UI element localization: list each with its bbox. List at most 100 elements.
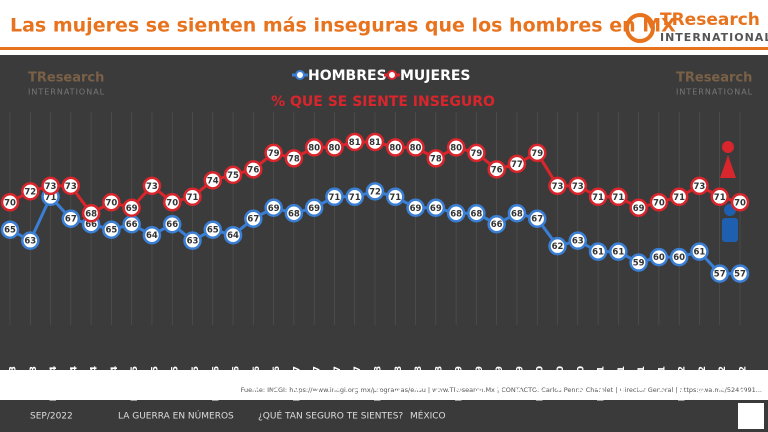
point-marker	[162, 214, 182, 234]
x-tick-label: MAR17	[292, 366, 302, 401]
value-label: 68	[470, 209, 482, 219]
value-label: 72	[369, 187, 381, 197]
x-tick-label: DIC15	[191, 366, 201, 396]
x-tick-label: SEP17	[333, 366, 343, 398]
value-label: 69	[633, 204, 645, 214]
value-label: 73	[572, 182, 584, 192]
value-label: 61	[592, 248, 604, 258]
point-marker	[386, 138, 405, 157]
value-label: 61	[612, 248, 624, 258]
value-label: 79	[268, 149, 280, 159]
value-label: 69	[308, 204, 320, 214]
point-marker	[264, 198, 283, 218]
value-label: 80	[389, 143, 401, 153]
point-marker	[649, 193, 669, 212]
point-marker	[183, 231, 202, 250]
header-rule	[0, 47, 768, 50]
watermark-sub: INTERNATIONAL	[28, 88, 105, 97]
bottom-item: LA GUERRA EN NÚMEROS	[118, 410, 234, 422]
point-marker	[345, 187, 364, 207]
value-label: 78	[288, 154, 300, 164]
point-marker	[41, 176, 60, 196]
point-marker	[223, 225, 243, 245]
x-tick-label: MAR15	[130, 366, 140, 401]
point-marker	[223, 165, 243, 185]
point-marker	[81, 204, 101, 223]
point-marker	[467, 143, 486, 163]
point-marker	[365, 132, 385, 152]
point-marker	[568, 231, 588, 250]
point-marker	[426, 149, 446, 168]
value-label: 71	[349, 193, 361, 203]
value-label: 69	[430, 204, 442, 214]
value-label: 70	[734, 198, 746, 208]
x-tick-label: DIC19	[515, 366, 525, 396]
point-marker	[61, 209, 81, 228]
x-tick-label: SEP21	[637, 366, 647, 398]
legend-label: HOMBRES	[308, 68, 387, 84]
value-label: 70	[653, 198, 665, 208]
x-tick-label: JUN22	[698, 366, 708, 398]
footer	[0, 370, 768, 400]
point-marker	[467, 204, 486, 223]
x-tick-label: JUN17	[313, 366, 323, 398]
value-label: 68	[450, 209, 462, 219]
value-label: 62	[552, 242, 564, 252]
x-tick-label: DIC21	[657, 366, 667, 396]
point-marker	[21, 182, 40, 201]
value-label: 65	[4, 226, 16, 236]
x-tick-label: SEP14	[90, 366, 100, 398]
point-marker	[102, 193, 121, 212]
value-label: 80	[410, 143, 422, 153]
x-tick-label: SEP13	[9, 366, 19, 398]
point-marker	[325, 187, 344, 207]
value-label: 66	[126, 220, 138, 230]
logo-sub: INTERNATIONAL	[660, 31, 768, 44]
x-tick-label: MAR18	[374, 366, 384, 401]
value-label: 72	[24, 187, 36, 197]
x-tick-label: DIC14	[110, 366, 120, 396]
point-marker	[304, 198, 324, 218]
point-marker	[730, 193, 750, 212]
x-tick-label: JUN19	[475, 366, 485, 398]
point-marker	[244, 160, 263, 179]
value-label: 68	[288, 209, 300, 219]
value-label: 77	[511, 160, 523, 170]
point-marker	[710, 187, 729, 207]
point-marker	[507, 154, 527, 174]
value-label: 71	[673, 193, 685, 203]
logo-name: TResearch	[660, 10, 760, 30]
value-label: 70	[105, 198, 117, 208]
point-marker	[609, 242, 628, 261]
x-tick-label: SEP15	[171, 366, 181, 398]
x-tick-label: JUN18	[394, 366, 404, 398]
point-marker	[406, 138, 425, 157]
point-marker	[284, 149, 304, 168]
point-marker	[162, 193, 182, 212]
value-label: 69	[126, 204, 138, 214]
logo-icon	[625, 13, 655, 43]
x-tick-label: SEP19	[495, 366, 505, 398]
value-label: 69	[268, 204, 280, 214]
point-marker	[669, 247, 689, 267]
point-marker	[102, 220, 121, 239]
value-label: 73	[45, 182, 57, 192]
value-label: 79	[470, 149, 482, 159]
point-marker	[588, 242, 608, 261]
point-marker	[507, 204, 527, 223]
point-marker	[690, 242, 709, 261]
point-marker	[588, 187, 608, 207]
value-label: 71	[389, 193, 401, 203]
chart-title: Las mujeres se sienten más inseguras que…	[10, 15, 676, 37]
point-marker	[0, 193, 20, 212]
value-label: 63	[187, 237, 199, 247]
point-marker	[568, 176, 588, 196]
point-marker	[487, 160, 506, 179]
value-label: 67	[65, 215, 77, 225]
value-label: 66	[166, 220, 178, 230]
value-label: 68	[85, 209, 97, 219]
point-marker	[629, 253, 648, 272]
x-tick-label: MAR19	[455, 366, 465, 401]
x-tick-label: SEP22	[718, 366, 728, 398]
